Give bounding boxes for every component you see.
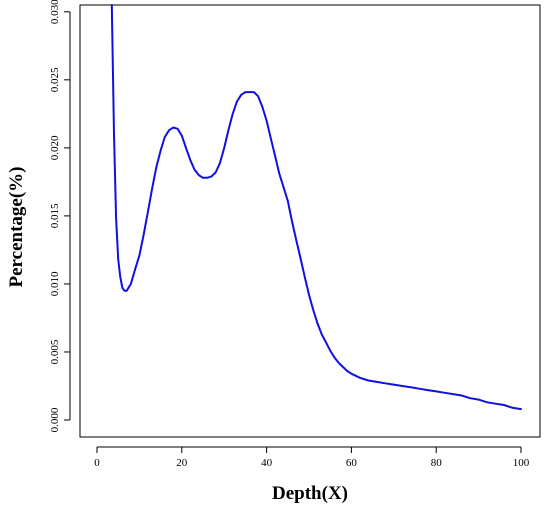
y-axis-title: Percentage(%) [6, 167, 27, 288]
y-tick-label: 0.000 [49, 407, 61, 432]
x-tick-label: 80 [431, 457, 443, 469]
y-axis: 0.000 0.005 0.010 0.015 0.020 0.025 0.030 [49, 0, 71, 432]
y-tick-label: 0.020 [49, 135, 61, 160]
depth-series-line [110, 4, 522, 411]
x-axis: 0 20 40 60 80 100 [94, 446, 530, 469]
y-tick-label: 0.015 [49, 203, 61, 228]
y-tick-label: 0.030 [49, 0, 61, 24]
x-tick-label: 40 [261, 457, 273, 469]
x-axis-title: Depth(X) [272, 483, 348, 504]
x-tick-label: 20 [176, 457, 188, 469]
x-tick-label: 60 [346, 457, 358, 469]
x-tick-label: 100 [513, 457, 530, 469]
y-tick-label: 0.010 [49, 271, 61, 296]
y-tick-label: 0.025 [49, 67, 61, 92]
plot-frame [79, 4, 541, 438]
y-tick-label: 0.005 [49, 339, 61, 364]
x-tick-label: 0 [94, 457, 100, 469]
